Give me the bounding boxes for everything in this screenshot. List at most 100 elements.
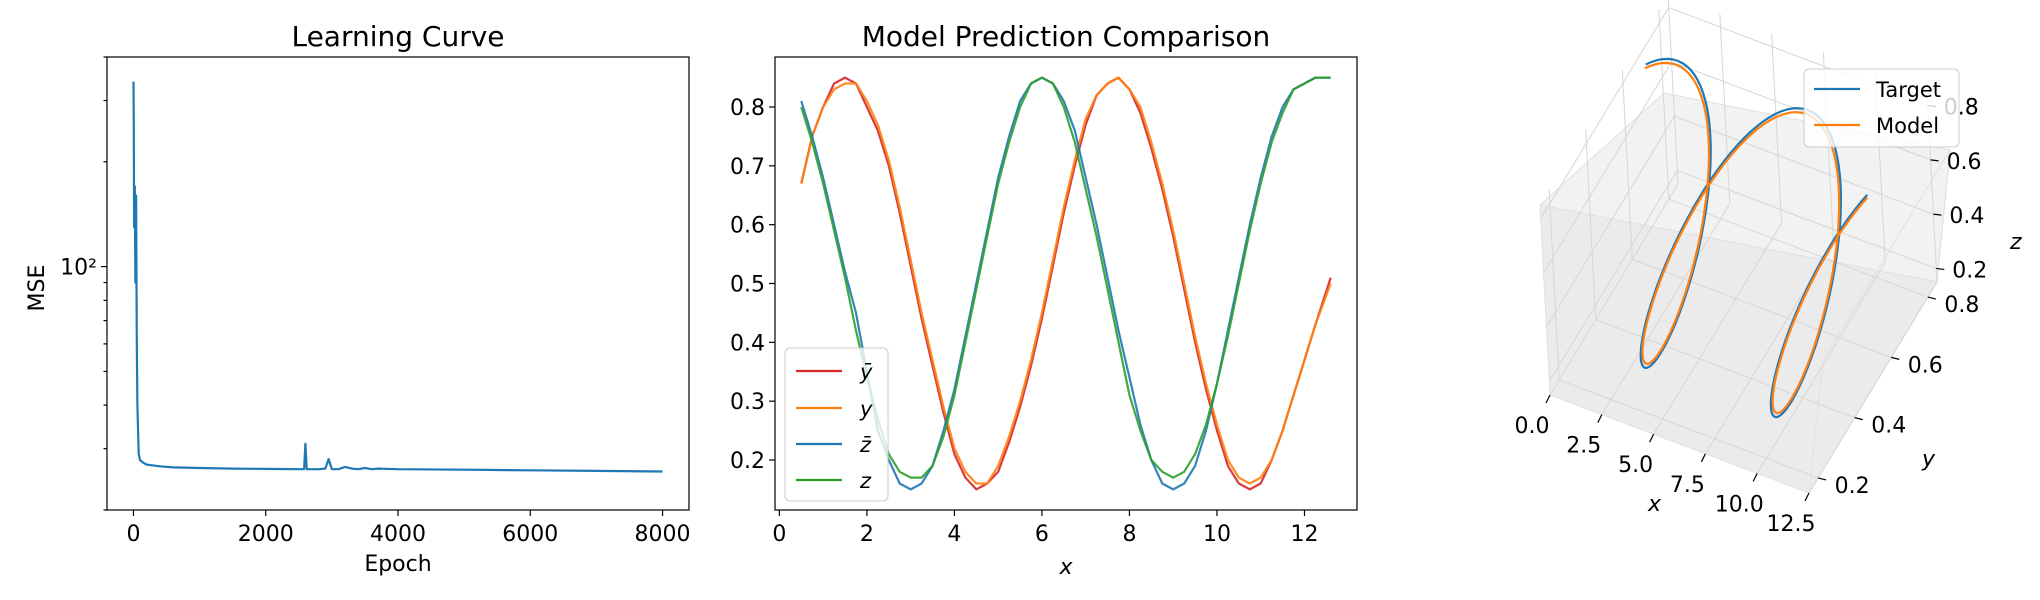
3d-gridline xyxy=(1771,33,1783,224)
3d-y-tick-mark xyxy=(1927,296,1937,300)
legend-box xyxy=(784,347,889,502)
prediction-comparison-xlabel: x xyxy=(1058,555,1073,580)
3d-x-tick-mark xyxy=(1752,473,1758,482)
x-tick-label: 6000 xyxy=(502,522,558,547)
prediction-comparison-chart: Model Prediction Comparison 0 2 4 6 8 10 12 0.… xyxy=(730,20,1358,580)
x-tick-label: 2000 xyxy=(238,522,294,547)
y-tick-label: 0.6 xyxy=(730,214,765,239)
x-tick-label: 4 xyxy=(947,522,961,547)
y-tick-label: 0.4 xyxy=(730,331,765,356)
legend-label-z: z xyxy=(859,469,872,493)
3d-gridline xyxy=(1808,281,1938,494)
x-tick-label: 6 xyxy=(1035,522,1049,547)
x-tick-label: 12 xyxy=(1290,522,1318,547)
x-tick-label: 2 xyxy=(860,522,874,547)
y-tick-label: 10² xyxy=(60,256,97,281)
3d-x-tick-mark xyxy=(1597,414,1603,423)
3d-gridline xyxy=(1674,115,1934,215)
3d-trajectory-chart: 0.0 2.5 5.0 7.5 10.012.5 0.2 0.4 0.6 0.8 0.2 0.4 0.… xyxy=(1515,0,2022,537)
legend-label-target: Target xyxy=(1875,78,1941,102)
3d-x-tick-label: 10.0 xyxy=(1715,492,1764,517)
prediction-comparison-title: Model Prediction Comparison xyxy=(862,20,1271,53)
x-tick-label: 0 xyxy=(772,522,786,547)
3d-gridline xyxy=(1548,170,1678,382)
y-tick-label: 0.2 xyxy=(730,449,765,474)
y-tick-label: 0.8 xyxy=(730,96,765,121)
3d-z-tick-label: 0.6 xyxy=(1947,150,1982,175)
3d-gridline xyxy=(1668,198,1929,298)
3d-xlabel: x xyxy=(1647,492,1662,517)
3d-x-tick-label: 7.5 xyxy=(1670,473,1705,498)
prediction-comparison-lines xyxy=(800,76,1332,491)
3d-gridline xyxy=(1653,222,1783,435)
3d-x-tick-mark xyxy=(1649,433,1655,443)
3d-line-target xyxy=(1639,57,1869,419)
3d-x-tick-label: 5.0 xyxy=(1618,453,1653,478)
learning-curve-chart: Learning Curve 0 2000 4000 6000 8000 10² Epo… xyxy=(25,20,691,577)
3d-z-tick-label: 0.2 xyxy=(1952,258,1987,283)
learning-curve-ylabel: MSE xyxy=(25,265,50,312)
3d-zlabel: z xyxy=(2009,230,2022,255)
legend-label-ybar: ȳ xyxy=(859,360,873,384)
3d-gridline xyxy=(1658,9,1670,200)
3d-z-tick-mark xyxy=(1936,267,1945,271)
3d-x-tick-label: 2.5 xyxy=(1566,434,1601,459)
3d-x-tick-label: 12.5 xyxy=(1767,512,1816,537)
prediction-comparison-legend: ȳ y z̄ z xyxy=(784,347,889,502)
3d-x-tick-mark xyxy=(1700,453,1706,463)
learning-curve-lines xyxy=(132,81,663,473)
3d-gridline xyxy=(1677,169,1937,269)
3d-legend: Target Model xyxy=(1803,68,1960,148)
x-tick-label: 8 xyxy=(1122,522,1136,547)
3d-x-tick-label: 0.0 xyxy=(1515,414,1550,439)
3d-z-tick-label: 0.4 xyxy=(1949,204,1984,229)
legend-label-y: y xyxy=(859,397,873,421)
3d-y-tick-mark xyxy=(1817,477,1827,481)
x-tick-label: 8000 xyxy=(635,522,691,547)
3d-gridline xyxy=(1756,262,1886,474)
3d-trajectory-lines xyxy=(1639,57,1869,419)
3d-gridline xyxy=(1719,13,1731,204)
3d-gridline xyxy=(1667,0,1679,185)
3d-y-tick-label: 0.4 xyxy=(1871,414,1906,439)
3d-gridline xyxy=(1548,189,1560,380)
3d-x-tick-mark xyxy=(1545,394,1551,404)
prediction-comparison-x-ticks: 0 2 4 6 8 10 12 xyxy=(772,510,1318,547)
y-tick-label: 0.3 xyxy=(730,390,765,415)
3d-gridline xyxy=(1543,61,1672,274)
3d-y-tick-label: 0.2 xyxy=(1835,474,1870,499)
3d-gridline xyxy=(1621,69,1633,260)
legend-label-model: Model xyxy=(1876,114,1939,138)
series-line-zbar xyxy=(800,76,1331,491)
series-line-ybar xyxy=(800,76,1332,491)
3d-gridline xyxy=(1601,203,1731,415)
x-tick-label: 0 xyxy=(126,522,140,547)
3d-gridline xyxy=(1540,7,1670,219)
mse-series-line xyxy=(132,81,663,473)
learning-curve-y-ticks: 10² xyxy=(60,56,107,511)
3d-y-tick-mark xyxy=(1854,417,1863,421)
3d-y-tick-label: 0.8 xyxy=(1944,293,1979,318)
3d-gridline xyxy=(1546,115,1675,328)
3d-gridline xyxy=(1595,319,1855,419)
3d-gridline xyxy=(1549,183,1679,396)
3d-z-tick-mark xyxy=(1933,213,1942,216)
3d-y-tick-mark xyxy=(1891,356,1900,360)
series-line-z xyxy=(800,76,1331,479)
3d-ylabel: y xyxy=(1921,447,1936,472)
learning-curve-x-ticks: 0 2000 4000 6000 8000 xyxy=(126,510,691,547)
learning-curve-axes-frame xyxy=(106,56,690,511)
legend-label-zbar: z̄ xyxy=(859,433,872,457)
3d-x-tick-mark xyxy=(1804,492,1810,502)
y-tick-label: 0.7 xyxy=(730,155,765,180)
prediction-comparison-y-ticks: 0.2 0.3 0.4 0.5 0.6 0.7 0.8 xyxy=(730,96,775,474)
series-line-y xyxy=(800,76,1332,485)
3d-line-model xyxy=(1641,61,1869,415)
3d-gridline xyxy=(1632,258,1892,358)
3d-gridline xyxy=(1585,129,1597,320)
3d-gridline xyxy=(1558,379,1819,479)
x-tick-label: 4000 xyxy=(370,522,426,547)
y-tick-label: 0.5 xyxy=(730,273,765,298)
3d-y-tick-label: 0.6 xyxy=(1908,353,1943,378)
